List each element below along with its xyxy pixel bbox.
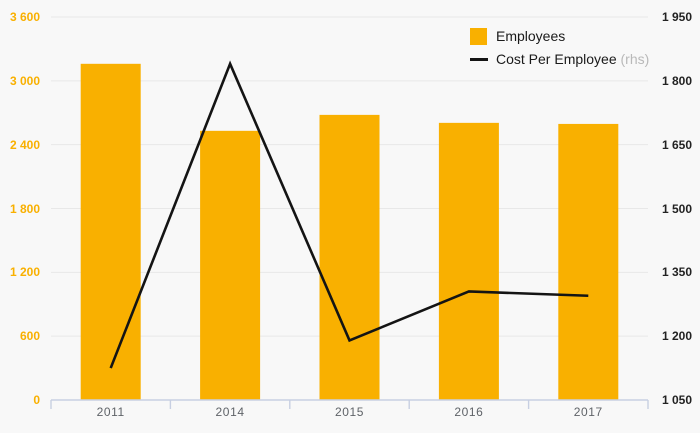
x-axis-label-2016: 2016 [454,405,484,419]
right-axis-tick-label: 1 500 [662,201,693,216]
right-axis-tick-label: 1 050 [662,393,693,407]
right-axis-tick-label: 1 800 [662,73,693,88]
bar-2011 [80,63,141,401]
left-axis-tick-label: 0 [33,393,40,407]
left-axis-tick-label: 1 800 [9,201,40,216]
legend-item-employees: Employees [470,26,649,46]
cost-line-swatch-icon [470,57,488,61]
bar-2017 [558,123,619,400]
right-axis-tick-label: 1 650 [662,137,693,152]
left-axis-tick-label: 3 000 [9,73,40,88]
left-axis-tick-label: 600 [19,329,40,344]
legend-label-employees: Employees [496,28,566,44]
legend-label-cost-per-employee: Cost Per Employee (rhs) [496,51,650,67]
employees-swatch-icon [470,27,487,45]
left-axis-tick-label: 2 400 [9,137,40,152]
legend: Employees Cost Per Employee (rhs) [470,26,649,72]
legend-item-cost-per-employee: Cost Per Employee (rhs) [470,49,649,69]
right-axis-tick-label: 1 950 [662,10,693,24]
right-axis-tick-label: 1 350 [662,265,693,280]
rhs-note: (rhs) [620,51,650,67]
bar-2014 [200,130,261,400]
x-axis-label-2014: 2014 [215,405,245,419]
cost-per-employee-line [109,60,589,369]
right-axis-tick-label: 1 200 [662,329,693,344]
x-axis-label-2017: 2017 [573,405,603,419]
bar-2016 [438,122,499,401]
left-axis-tick-label: 1 200 [9,265,40,280]
bar-2015 [319,114,380,400]
x-axis-label-2011: 2011 [96,405,125,419]
x-axis-label-2015: 2015 [334,405,365,419]
left-axis-tick-label: 3 600 [9,10,40,24]
